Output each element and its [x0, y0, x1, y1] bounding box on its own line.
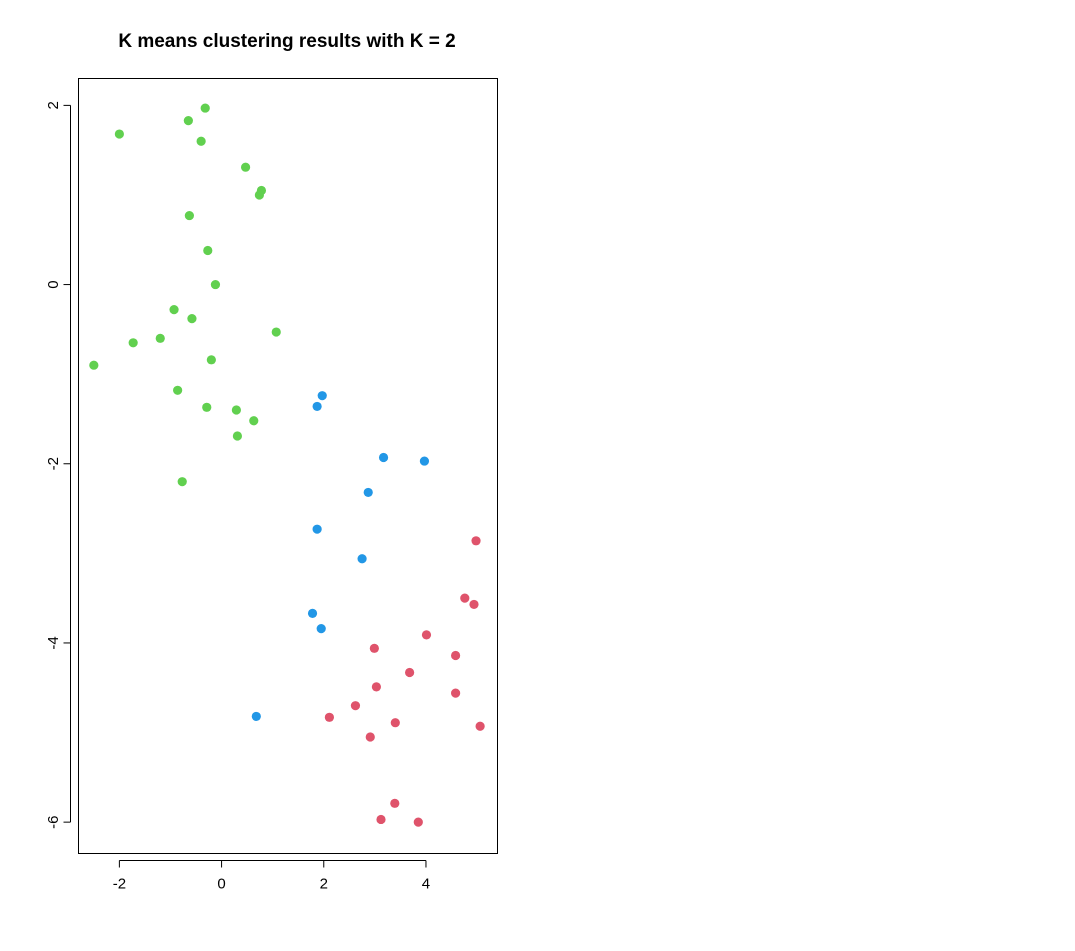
data-point	[196, 136, 206, 146]
data-point	[460, 593, 470, 603]
data-point	[475, 721, 485, 731]
data-point	[363, 487, 373, 498]
data-point	[316, 624, 326, 634]
data-point	[173, 385, 183, 395]
x-tick-label: -2	[113, 876, 126, 893]
data-point	[89, 360, 99, 370]
data-point	[203, 245, 213, 256]
data-point	[376, 814, 386, 825]
data-point	[324, 712, 334, 722]
data-points	[89, 103, 485, 827]
data-point	[378, 452, 389, 463]
data-point	[128, 338, 138, 348]
data-point	[451, 650, 461, 661]
data-point	[254, 190, 264, 200]
data-point	[307, 608, 318, 618]
y-tick-label: -4	[45, 636, 62, 649]
data-point	[169, 305, 179, 315]
y-tick-label: -2	[45, 457, 62, 470]
data-point	[312, 401, 322, 412]
data-point	[451, 688, 461, 698]
data-point	[249, 416, 259, 426]
data-point	[405, 667, 415, 678]
axes: -2 0 2 4 2 0 -2 -4 -6	[45, 101, 430, 892]
data-point	[413, 817, 423, 827]
data-point	[240, 162, 251, 172]
data-point	[202, 402, 212, 412]
chart-title: K means clustering results with K = 2	[118, 31, 455, 52]
data-point	[369, 643, 379, 653]
y-tick-label: 2	[45, 101, 62, 109]
x-tick-label: 2	[320, 876, 328, 893]
x-tick-label: 4	[422, 876, 430, 893]
y-tick-label: 0	[45, 280, 62, 288]
data-point	[365, 732, 375, 742]
data-point	[206, 355, 216, 365]
data-point	[317, 391, 327, 401]
data-point	[114, 129, 124, 139]
data-point	[419, 456, 430, 466]
data-point	[155, 333, 165, 343]
data-point	[177, 477, 187, 487]
data-point	[471, 536, 481, 546]
x-tick-label: 0	[217, 876, 225, 893]
data-point	[421, 630, 432, 640]
data-point	[271, 327, 281, 337]
data-point	[469, 599, 479, 610]
data-point	[312, 524, 322, 534]
data-point	[232, 431, 243, 441]
data-point	[371, 682, 381, 692]
data-point	[184, 210, 194, 221]
data-point	[231, 405, 241, 415]
data-point	[251, 711, 261, 722]
plot-frame	[78, 78, 498, 854]
data-point	[183, 116, 193, 126]
data-point	[200, 103, 210, 113]
data-point	[390, 798, 400, 808]
data-point	[357, 554, 367, 564]
data-point	[187, 314, 197, 324]
data-point	[390, 718, 400, 728]
data-point	[350, 701, 361, 711]
y-tick-label: -6	[45, 815, 62, 828]
data-point	[210, 279, 221, 290]
